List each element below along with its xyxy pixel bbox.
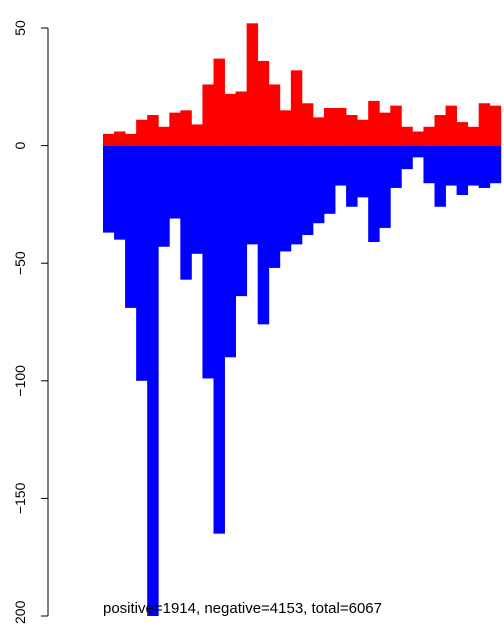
positive-bar-11: [224, 93, 236, 146]
negative-bar-9: [202, 145, 214, 379]
chart-caption: positive=1914, negative=4153, total=6067: [103, 600, 382, 617]
positive-bar-5: [158, 126, 170, 146]
positive-bar-16: [279, 110, 292, 146]
negative-bar-8: [191, 145, 203, 254]
positive-bars: [103, 23, 502, 146]
negative-bar-30: [434, 145, 446, 207]
negative-bar-0: [103, 145, 115, 233]
negative-bars: [103, 145, 502, 616]
positive-bar-8: [191, 124, 203, 146]
positive-bar-7: [180, 110, 192, 146]
positive-bar-14: [257, 60, 270, 146]
y-axis: 50 0 −50 −100 −150 200: [12, 20, 49, 624]
positive-bar-26: [390, 105, 402, 146]
negative-bar-28: [412, 145, 424, 158]
negative-bar-12: [235, 145, 248, 297]
negative-bar-16: [279, 145, 292, 252]
negative-bar-3: [136, 145, 148, 381]
positive-bar-25: [379, 112, 391, 146]
positive-bar-0: [103, 133, 115, 146]
y-tick-label-1: 0: [12, 141, 28, 149]
positive-bar-15: [268, 84, 281, 146]
positive-bar-19: [312, 117, 325, 146]
negative-bar-34: [478, 145, 491, 188]
negative-bar-11: [224, 145, 236, 358]
positive-bar-32: [456, 122, 469, 146]
positive-bar-3: [136, 119, 148, 146]
negative-bar-27: [401, 145, 413, 170]
positive-bar-1: [114, 131, 126, 146]
negative-bar-33: [467, 145, 480, 186]
positive-bar-17: [290, 70, 303, 146]
positive-bar-9: [202, 84, 214, 146]
negative-bar-1: [114, 145, 126, 240]
negative-bar-4: [147, 145, 159, 616]
negative-bar-19: [312, 145, 325, 224]
positive-bar-34: [478, 103, 491, 146]
negative-bar-5: [158, 145, 170, 247]
y-tick-label-5: 200: [12, 600, 28, 624]
negative-bar-15: [268, 145, 281, 268]
positive-bar-6: [169, 112, 181, 146]
negative-bar-31: [445, 145, 457, 186]
positive-bar-23: [357, 119, 369, 146]
y-tick-label-4: −150: [12, 482, 28, 514]
negative-bar-25: [379, 145, 391, 228]
positive-bar-29: [423, 126, 435, 146]
y-tick-label-2: −50: [12, 251, 28, 275]
negative-bar-2: [125, 145, 137, 308]
positive-bar-22: [346, 115, 358, 146]
negative-bar-18: [301, 145, 314, 235]
negative-bar-10: [213, 145, 225, 534]
positive-bar-2: [125, 133, 137, 146]
positive-bar-10: [213, 58, 225, 146]
negative-bar-23: [357, 145, 369, 198]
positive-bar-24: [368, 100, 380, 146]
positive-bar-27: [401, 126, 413, 146]
negative-bar-13: [246, 145, 259, 245]
negative-bar-22: [346, 145, 358, 207]
negative-bar-17: [290, 145, 303, 245]
positive-bar-31: [445, 105, 457, 146]
positive-bar-20: [324, 107, 336, 146]
negative-bar-7: [180, 145, 192, 280]
negative-bar-20: [324, 145, 336, 214]
negative-bar-29: [423, 145, 435, 184]
positive-bar-12: [235, 91, 248, 146]
negative-bar-14: [257, 145, 270, 325]
positive-bar-21: [335, 107, 347, 146]
positive-bar-35: [489, 105, 502, 146]
y-tick-label-3: −100: [12, 365, 28, 397]
positive-bar-13: [246, 23, 259, 146]
negative-bar-21: [335, 145, 347, 186]
positive-bar-18: [301, 103, 314, 146]
positive-bar-28: [412, 131, 424, 146]
positive-bar-33: [467, 126, 480, 146]
negative-bar-24: [368, 145, 380, 243]
negative-bar-35: [489, 145, 502, 184]
negative-bar-26: [390, 145, 402, 188]
positive-bar-30: [434, 115, 446, 146]
y-tick-label-0: 50: [12, 20, 28, 36]
positive-bar-4: [147, 115, 159, 146]
negative-bar-6: [169, 145, 181, 219]
negative-bar-32: [456, 145, 469, 195]
